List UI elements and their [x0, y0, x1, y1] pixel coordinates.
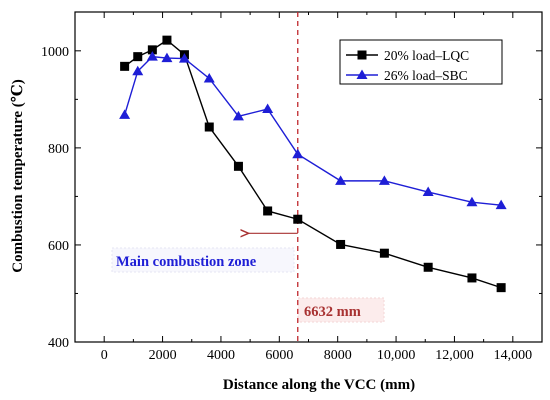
- data-point-sbc: [119, 109, 131, 119]
- data-point-lqc: [467, 273, 477, 283]
- data-point-sbc: [203, 72, 215, 83]
- x-tick-label: 6000: [265, 348, 293, 363]
- x-tick-label: 14,000: [494, 348, 533, 363]
- data-point-sbc: [495, 199, 507, 210]
- x-tick-label: 2000: [149, 348, 177, 363]
- data-point-sbc: [335, 175, 347, 185]
- data-point-sbc: [232, 110, 244, 121]
- legend-label-lqc: 20% load–LQC: [384, 48, 469, 63]
- vline-label-highlight: [297, 297, 385, 323]
- data-point-lqc: [147, 45, 157, 55]
- legend-box: [339, 39, 503, 85]
- vline-value-label: 6632 mm: [304, 304, 361, 320]
- data-point-sbc: [132, 65, 144, 76]
- data-point-lqc: [162, 35, 172, 45]
- data-point-lqc: [423, 262, 433, 272]
- x-tick-label: 10,000: [377, 348, 416, 363]
- x-tick-label: 0: [101, 348, 108, 363]
- data-point-lqc: [293, 214, 303, 224]
- data-point-sbc: [466, 196, 478, 207]
- main-combustion-zone-label: Main combustion zone: [116, 254, 257, 270]
- y-tick-label: 600: [48, 239, 69, 254]
- legend-marker-sbc: [356, 69, 368, 79]
- legend-label-sbc: 26% load–SBC: [384, 68, 468, 83]
- x-tick-label: 8000: [324, 348, 352, 363]
- data-point-sbc: [378, 175, 390, 185]
- y-tick-label: 1000: [41, 45, 69, 60]
- data-point-sbc: [146, 51, 158, 61]
- x-axis-title: Distance along the VCC (mm): [223, 377, 415, 393]
- data-point-sbc: [422, 186, 434, 197]
- data-point-lqc: [204, 122, 214, 132]
- y-tick-label: 400: [48, 336, 69, 351]
- data-point-lqc: [379, 248, 389, 258]
- data-point-sbc: [161, 52, 173, 63]
- data-point-lqc: [263, 206, 273, 216]
- x-tick-label: 12,000: [435, 348, 474, 363]
- zone-label-highlight: [111, 247, 295, 273]
- legend-marker-lqc: [357, 50, 367, 60]
- data-point-sbc: [262, 103, 274, 114]
- y-tick-label: 800: [48, 142, 69, 157]
- data-point-lqc: [120, 61, 130, 71]
- data-point-sbc: [178, 53, 190, 63]
- data-point-lqc: [336, 239, 346, 249]
- data-point-lqc: [133, 52, 143, 62]
- legend: 20% load–LQC 26% load–SBC: [339, 39, 503, 85]
- x-tick-label: 4000: [207, 348, 235, 363]
- y-axis-title: Combustion temperature (℃): [10, 79, 26, 273]
- data-point-sbc: [292, 148, 304, 159]
- data-point-lqc: [233, 161, 243, 171]
- data-point-lqc: [496, 283, 506, 293]
